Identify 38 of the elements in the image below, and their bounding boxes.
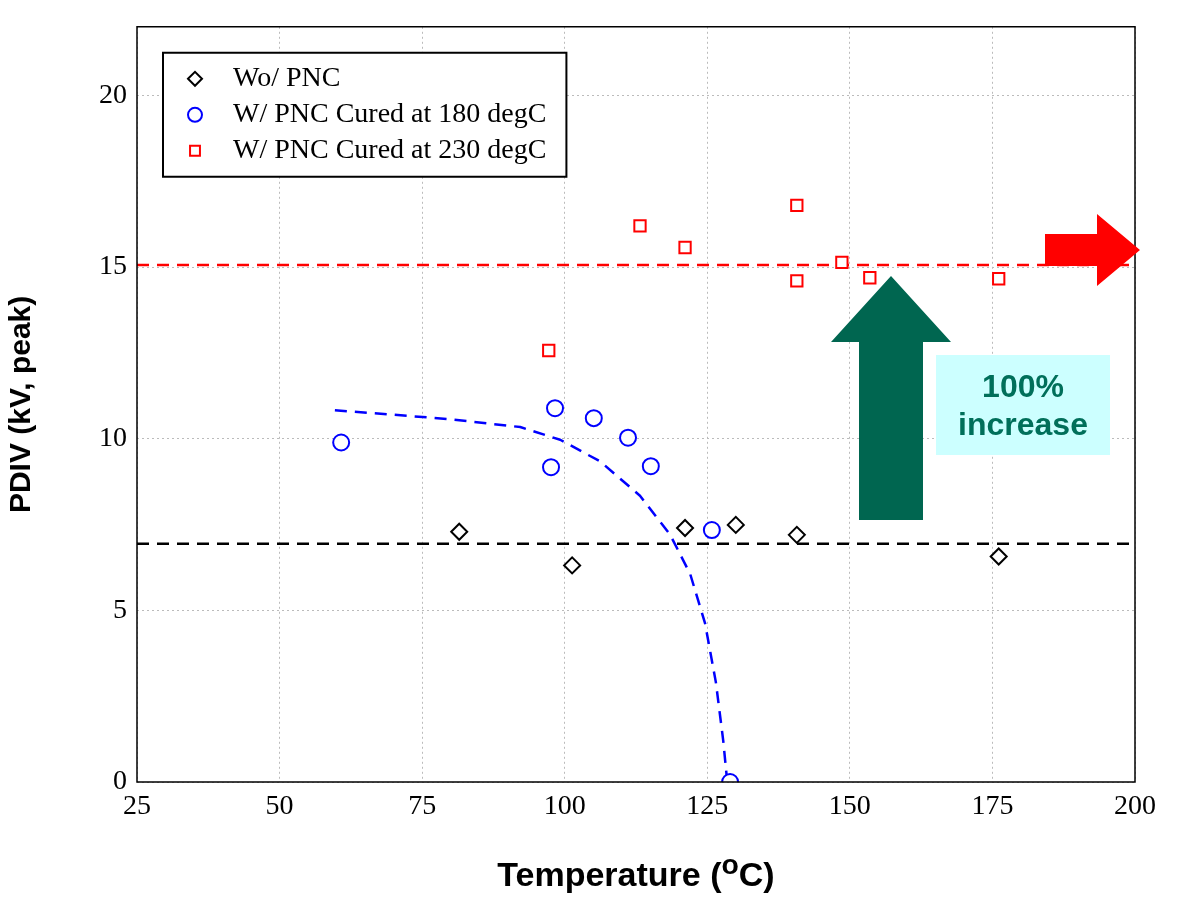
point: [542, 458, 561, 477]
point: [790, 198, 804, 212]
point: [787, 525, 806, 544]
point: [790, 274, 804, 288]
point: [584, 409, 603, 428]
x-tick-label: 175: [971, 789, 1014, 821]
point: [835, 255, 849, 269]
point: [702, 521, 721, 540]
point: [450, 522, 469, 541]
x-tick-label: 125: [686, 789, 729, 821]
point: [992, 272, 1006, 286]
point: [542, 343, 556, 358]
point: [563, 556, 582, 575]
point: [989, 547, 1008, 566]
x-tick-label: 100: [543, 789, 586, 821]
annotation: 100% increase: [936, 355, 1110, 455]
point: [619, 428, 638, 447]
legend-label: W/ PNC Cured at 180 degC: [233, 97, 547, 129]
point: [726, 515, 745, 534]
legend-label: Wo/ PNC: [233, 61, 341, 93]
x-tick-label: 50: [265, 789, 294, 821]
y-tick-label: 15: [99, 249, 127, 281]
x-tick-label: 200: [1114, 789, 1156, 821]
y-tick-label: 5: [113, 592, 127, 624]
x-tick-label: 75: [408, 789, 437, 821]
point: [332, 433, 351, 452]
y-axis-title: PDIV (kV, peak): [3, 295, 37, 514]
point: [863, 271, 877, 285]
legend-label: W/ PNC Cured at 230 degC: [233, 133, 547, 165]
point: [678, 240, 692, 255]
y-tick-label: 10: [99, 421, 127, 453]
y-tick-label: 20: [99, 77, 127, 109]
x-axis-title: Temperature ($^{o}$C): [496, 848, 776, 895]
point: [633, 219, 647, 233]
x-tick-label: 150: [828, 789, 871, 821]
point: [546, 399, 565, 418]
point: [676, 518, 695, 537]
point: [641, 457, 660, 476]
